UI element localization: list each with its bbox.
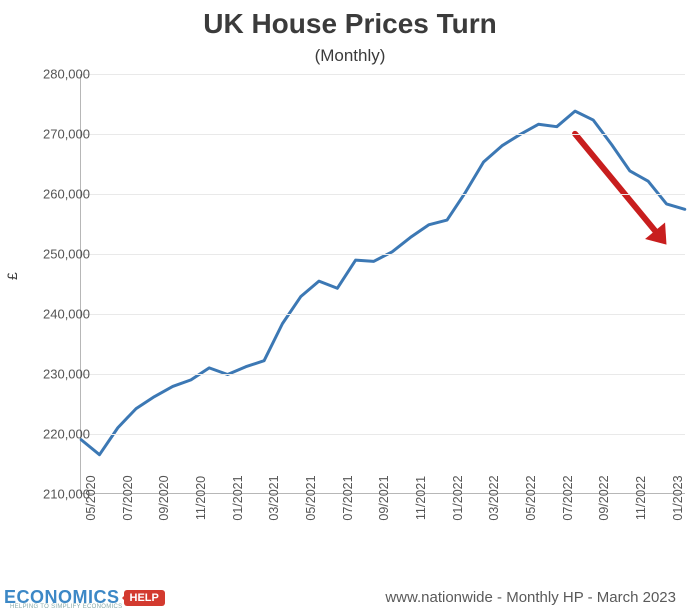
logo-tagline: HELPING TO SIMPLIFY ECONOMICS <box>10 604 122 610</box>
y-axis-label: £ <box>4 272 20 280</box>
x-tick-label: 03/2022 <box>487 475 501 520</box>
y-tick-label: 210,000 <box>34 487 90 502</box>
x-tick-label: 03/2021 <box>267 475 281 520</box>
gridline <box>81 74 685 75</box>
y-tick-label: 280,000 <box>34 67 90 82</box>
gridline <box>81 194 685 195</box>
gridline <box>81 374 685 375</box>
y-tick-label: 250,000 <box>34 247 90 262</box>
logo: ECONOMICS HELP HELPING TO SIMPLIFY ECONO… <box>4 587 165 608</box>
x-tick-label: 09/2022 <box>597 475 611 520</box>
x-tick-label: 11/2022 <box>634 476 648 520</box>
gridline <box>81 254 685 255</box>
y-tick-label: 230,000 <box>34 367 90 382</box>
x-tick-label: 05/2021 <box>304 475 318 520</box>
chart-subtitle: (Monthly) <box>0 46 700 66</box>
footer-source: www.nationwide - Monthly HP - March 2023 <box>385 589 676 606</box>
chart-container: UK House Prices Turn (Monthly) £ 210,000… <box>0 0 700 614</box>
gridline <box>81 314 685 315</box>
x-tick-label: 07/2021 <box>341 475 355 520</box>
y-tick-label: 270,000 <box>34 127 90 142</box>
x-tick-label: 05/2022 <box>524 475 538 520</box>
x-tick-label: 09/2021 <box>377 475 391 520</box>
x-tick-label: 09/2020 <box>157 475 171 520</box>
chart-title: UK House Prices Turn <box>0 8 700 40</box>
x-tick-label: 07/2020 <box>121 475 135 520</box>
gridline <box>81 434 685 435</box>
chart-footer: ECONOMICS HELP HELPING TO SIMPLIFY ECONO… <box>0 587 700 608</box>
x-tick-label: 11/2020 <box>194 476 208 520</box>
x-tick-label: 07/2022 <box>561 475 575 520</box>
gridline <box>81 134 685 135</box>
x-tick-label: 01/2021 <box>231 475 245 520</box>
x-tick-label: 01/2023 <box>671 475 685 520</box>
y-tick-label: 240,000 <box>34 307 90 322</box>
x-tick-label: 11/2021 <box>414 476 428 520</box>
y-tick-label: 260,000 <box>34 187 90 202</box>
x-tick-label: 01/2022 <box>451 475 465 520</box>
logo-badge: HELP <box>124 590 165 606</box>
x-tick-label: 05/2020 <box>84 475 98 520</box>
y-tick-label: 220,000 <box>34 427 90 442</box>
plot-area <box>80 74 685 494</box>
trend-arrow-icon <box>81 74 685 493</box>
